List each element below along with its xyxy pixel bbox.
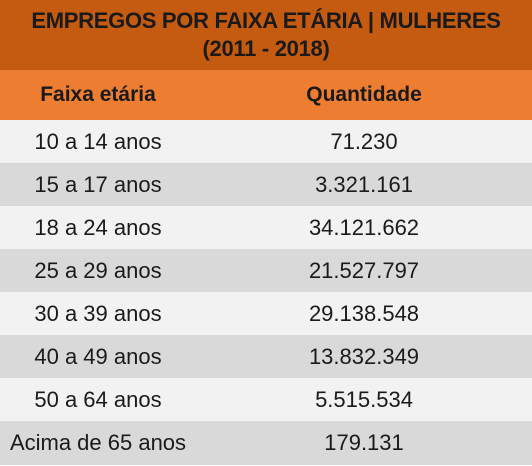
cell-quantity: 179.131 [324, 430, 404, 455]
cell-age: 30 a 39 anos [34, 300, 162, 326]
table-title-line2: (2011 - 2018) [202, 36, 330, 61]
cell-age: 40 a 49 anos [34, 343, 162, 369]
cell-quantity: 21.527.797 [308, 257, 420, 283]
cell-quantity: 29.138.548 [308, 300, 420, 326]
cell-age: 18 a 24 anos [34, 214, 162, 240]
cell-age: 10 a 14 anos [34, 128, 162, 154]
table-row: 25 a 29 anos 21.527.797 [0, 249, 532, 292]
cell-quantity: 71.230 [330, 128, 398, 154]
table-title: EMPREGOS POR FAIXA ETÁRIA | MULHERES (20… [0, 0, 532, 70]
cell-quantity: 13.832.349 [308, 343, 420, 369]
table-row: 10 a 14 anos 71.230 [0, 120, 532, 163]
column-header-age: Faixa etária [40, 83, 156, 106]
cell-quantity: 3.321.161 [315, 171, 413, 197]
cell-quantity: 5.515.534 [315, 386, 413, 412]
column-header-quantity: Quantidade [306, 83, 422, 106]
table-row: 18 a 24 anos 34.121.662 [0, 206, 532, 249]
cell-age: 15 a 17 anos [34, 171, 162, 197]
cell-age: 50 a 64 anos [34, 386, 162, 412]
table-header-row: Faixa etária Quantidade [0, 70, 532, 120]
table-row: 40 a 49 anos 13.832.349 [0, 335, 532, 378]
table-row: 15 a 17 anos 3.321.161 [0, 163, 532, 206]
table-body: 10 a 14 anos 71.230 15 a 17 anos 3.321.1… [0, 120, 532, 465]
cell-age: 25 a 29 anos [34, 257, 162, 283]
table-row: Acima de 65 anos 179.131 [0, 421, 532, 465]
table-row: 50 a 64 anos 5.515.534 [0, 378, 532, 421]
cell-age: Acima de 65 anos [9, 430, 187, 455]
table-row: 30 a 39 anos 29.138.548 [0, 292, 532, 335]
table-title-line1: EMPREGOS POR FAIXA ETÁRIA | MULHERES [31, 8, 501, 33]
cell-quantity: 34.121.662 [308, 214, 420, 240]
